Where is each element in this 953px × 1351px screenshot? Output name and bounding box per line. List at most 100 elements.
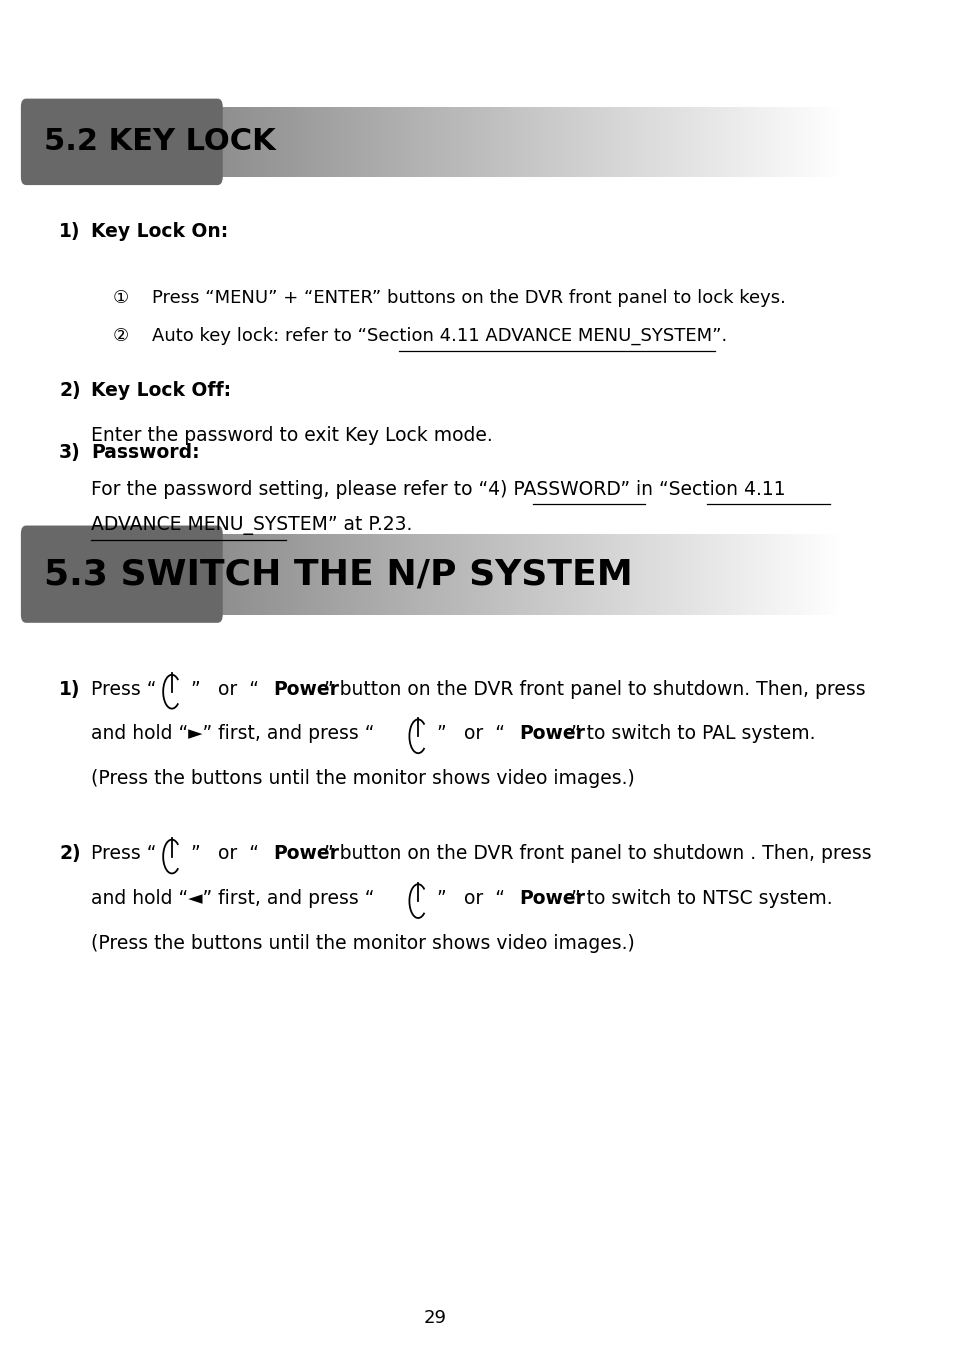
Bar [178, 107, 181, 177]
Bar [181, 534, 184, 615]
Bar [587, 107, 590, 177]
Bar [606, 534, 609, 615]
Bar [731, 107, 734, 177]
Bar [443, 107, 445, 177]
Bar [314, 107, 317, 177]
Bar [634, 534, 636, 615]
Bar [216, 107, 219, 177]
Bar [119, 107, 121, 177]
Bar [704, 107, 707, 177]
Bar [257, 107, 260, 177]
Bar [558, 107, 559, 177]
Bar [40, 107, 43, 177]
Bar [653, 107, 655, 177]
Bar [51, 107, 53, 177]
Bar [241, 534, 244, 615]
Bar [361, 107, 364, 177]
Bar [505, 534, 508, 615]
Bar [59, 534, 62, 615]
Bar [574, 534, 577, 615]
Bar [320, 107, 323, 177]
Bar [832, 107, 835, 177]
Bar [222, 534, 225, 615]
Bar [195, 107, 197, 177]
Text: ”: ” [191, 680, 207, 698]
Bar [832, 534, 835, 615]
FancyBboxPatch shape [21, 99, 222, 185]
Text: ①: ① [113, 289, 129, 307]
Bar [154, 534, 157, 615]
Bar [715, 534, 718, 615]
Bar [206, 107, 209, 177]
Bar [838, 107, 841, 177]
Bar [380, 534, 383, 615]
Bar [578, 534, 581, 615]
Bar [231, 107, 233, 177]
Bar [418, 534, 421, 615]
Bar [263, 534, 266, 615]
Bar [781, 534, 783, 615]
Bar [731, 534, 734, 615]
Bar [663, 534, 666, 615]
Text: Key Lock Off:: Key Lock Off: [91, 381, 232, 400]
Bar [794, 107, 797, 177]
Bar [187, 534, 190, 615]
Bar [386, 534, 388, 615]
Bar [540, 534, 543, 615]
Bar [600, 107, 603, 177]
Bar [59, 107, 62, 177]
Bar [407, 107, 410, 177]
Bar [462, 534, 464, 615]
Bar [609, 107, 612, 177]
Bar [37, 534, 40, 615]
Bar [829, 107, 832, 177]
Bar [331, 107, 334, 177]
Bar [824, 534, 827, 615]
Bar [89, 534, 91, 615]
Bar [181, 107, 184, 177]
Bar [228, 534, 231, 615]
Bar [729, 534, 731, 615]
Bar [339, 107, 342, 177]
Bar [655, 107, 658, 177]
Bar [75, 107, 78, 177]
Bar [536, 107, 538, 177]
Bar [410, 107, 413, 177]
Bar [121, 107, 124, 177]
Bar [481, 534, 483, 615]
Bar [658, 534, 660, 615]
Bar [348, 107, 350, 177]
Bar [83, 534, 86, 615]
Bar [247, 534, 250, 615]
Bar [571, 534, 574, 615]
Bar [143, 534, 146, 615]
Bar [410, 534, 413, 615]
Text: Password:: Password: [91, 443, 200, 462]
Bar [759, 534, 761, 615]
Bar [222, 107, 225, 177]
Bar [94, 107, 97, 177]
Bar [56, 534, 59, 615]
Bar [598, 534, 600, 615]
Bar [707, 534, 710, 615]
Bar [396, 534, 399, 615]
Bar [514, 534, 517, 615]
Bar [43, 534, 45, 615]
Bar [800, 107, 802, 177]
Bar [802, 107, 805, 177]
Bar [187, 107, 190, 177]
Bar [326, 534, 329, 615]
Bar [593, 107, 596, 177]
Bar [500, 107, 502, 177]
Bar [135, 534, 138, 615]
Bar [617, 107, 619, 177]
Bar [288, 107, 291, 177]
Bar [612, 534, 615, 615]
Bar [577, 534, 578, 615]
Bar [440, 534, 443, 615]
Bar [421, 534, 424, 615]
Text: Power: Power [273, 680, 338, 698]
Bar [778, 107, 781, 177]
Bar [810, 107, 813, 177]
Bar [152, 534, 154, 615]
